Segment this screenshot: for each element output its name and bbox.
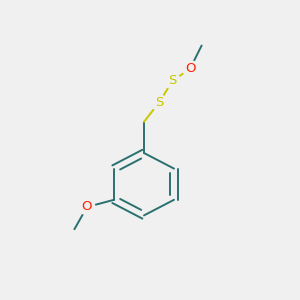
Text: O: O bbox=[185, 62, 196, 75]
Circle shape bbox=[151, 95, 167, 110]
Circle shape bbox=[165, 73, 180, 89]
Text: O: O bbox=[82, 200, 92, 214]
Circle shape bbox=[182, 61, 198, 76]
Text: S: S bbox=[168, 74, 177, 88]
Text: S: S bbox=[155, 96, 163, 109]
Circle shape bbox=[79, 199, 95, 215]
